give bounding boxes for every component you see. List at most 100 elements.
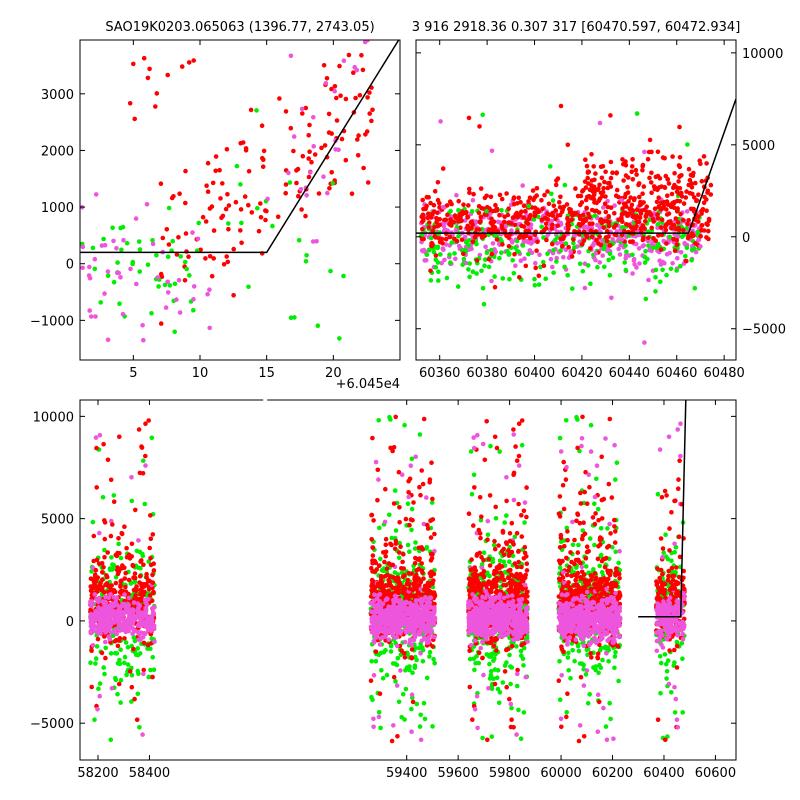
data-point [141, 337, 146, 343]
data-point [308, 170, 313, 175]
data-point [384, 672, 390, 678]
data-point [104, 574, 110, 580]
data-point [662, 185, 668, 190]
data-point [352, 64, 358, 70]
data-point [601, 185, 606, 191]
data-point [665, 177, 671, 182]
data-point [225, 259, 231, 265]
data-point [94, 596, 99, 602]
x-tick-label: 60420 [561, 366, 602, 381]
data-point [376, 592, 381, 598]
data-point [147, 545, 152, 551]
data-point [424, 675, 430, 681]
data-point [92, 256, 98, 262]
data-point [471, 472, 477, 478]
data-point [587, 221, 592, 226]
data-point [108, 737, 114, 743]
data-point [242, 194, 248, 199]
data-point [456, 208, 461, 213]
data-point [94, 557, 100, 563]
data-point [432, 209, 437, 214]
data-point [141, 640, 147, 646]
data-point [165, 290, 171, 295]
data-point [562, 264, 567, 270]
data-point [467, 190, 472, 196]
data-point [427, 480, 433, 485]
data-point [410, 670, 415, 676]
data-point [165, 254, 171, 259]
data-point [432, 531, 437, 537]
data-point [500, 276, 506, 281]
data-point [376, 477, 381, 482]
data-point [424, 586, 430, 592]
data-point [659, 184, 664, 189]
data-point [140, 634, 146, 640]
data-point [613, 193, 619, 198]
data-point [623, 267, 629, 273]
data-point [223, 206, 229, 212]
data-point [527, 236, 533, 241]
data-point [376, 714, 382, 720]
data-point [417, 583, 422, 588]
data-point [643, 219, 648, 224]
data-point [89, 684, 94, 690]
data-point [657, 176, 663, 181]
data-point [630, 157, 635, 162]
data-point [418, 492, 423, 498]
data-point [486, 256, 492, 262]
data-point [304, 193, 309, 198]
data-point [425, 215, 431, 221]
data-point [420, 226, 425, 232]
data-point [319, 145, 324, 151]
data-point [428, 551, 434, 557]
data-point [378, 650, 384, 656]
data-point [512, 222, 518, 228]
data-point [118, 647, 123, 652]
data-point [690, 191, 695, 197]
data-point [668, 266, 674, 272]
data-point [436, 269, 441, 275]
data-point [558, 220, 564, 226]
data-point [576, 250, 582, 255]
data-point [422, 258, 428, 263]
data-point [487, 661, 492, 667]
data-point [637, 261, 642, 266]
data-point [103, 600, 109, 605]
data-point [392, 575, 398, 581]
data-point [490, 241, 496, 246]
data-point [409, 655, 415, 661]
data-point [154, 91, 160, 96]
data-point [467, 588, 472, 594]
data-point [116, 569, 122, 574]
data-point [111, 279, 117, 285]
data-point [583, 157, 588, 162]
data-point [663, 173, 669, 179]
data-point [371, 518, 376, 523]
data-point [283, 182, 289, 187]
data-point [549, 226, 555, 231]
data-point [383, 549, 389, 555]
data-point [589, 234, 595, 240]
data-point [633, 167, 639, 173]
data-point [436, 278, 441, 283]
data-point [132, 580, 137, 585]
data-point [109, 555, 114, 560]
data-point [145, 646, 150, 651]
data-point [617, 252, 623, 257]
data-point [524, 218, 530, 223]
data-point [553, 182, 559, 188]
data-point [412, 665, 418, 670]
data-point [238, 140, 243, 146]
data-point [704, 197, 709, 202]
data-point [378, 636, 383, 641]
data-point [393, 595, 399, 600]
data-point [553, 216, 558, 222]
data-point [482, 263, 487, 269]
data-point [408, 517, 414, 522]
data-point [378, 556, 383, 562]
data-point [131, 61, 136, 67]
data-point [96, 605, 101, 610]
data-point [140, 610, 145, 615]
data-point [684, 209, 690, 214]
